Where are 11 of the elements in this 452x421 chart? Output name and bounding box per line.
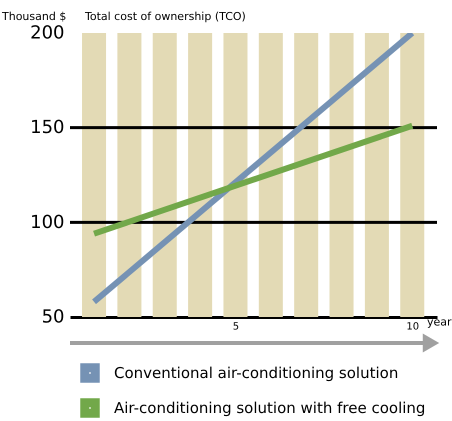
legend-label: Air-conditioning solution with free cooling xyxy=(114,399,426,417)
x-axis-title: year xyxy=(426,316,452,328)
y-axis-title: Thousand $ xyxy=(1,10,66,23)
x-tick-label: 10 xyxy=(406,322,420,332)
x-tick-label: 5 xyxy=(232,322,240,332)
legend-label: Conventional air-conditioning solution xyxy=(114,364,398,382)
y-tick-label: 100 xyxy=(30,212,64,233)
y-tick-label: 200 xyxy=(30,22,64,44)
y-tick-label: 50 xyxy=(42,306,64,328)
y-tick-label: 150 xyxy=(30,117,64,138)
chart-title: Total cost of ownership (TCO) xyxy=(84,10,246,23)
